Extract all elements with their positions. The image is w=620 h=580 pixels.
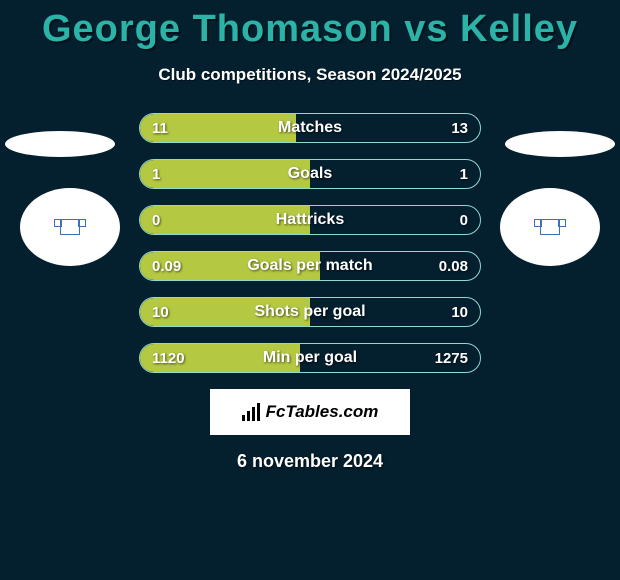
stat-left-value: 0.09	[152, 252, 181, 280]
kit-icon	[540, 219, 560, 235]
page-subtitle: Club competitions, Season 2024/2025	[0, 65, 620, 85]
stat-left-value: 10	[152, 298, 169, 326]
player-left-avatar	[20, 188, 120, 266]
player-right-avatar	[500, 188, 600, 266]
stat-right-value: 13	[451, 114, 468, 142]
footer-date: 6 november 2024	[0, 451, 620, 472]
page-title: George Thomason vs Kelley	[0, 0, 620, 51]
stat-row: 1 Goals 1	[139, 159, 481, 189]
bar-chart-icon	[242, 403, 260, 421]
stat-row: 0.09 Goals per match 0.08	[139, 251, 481, 281]
stat-row: 0 Hattricks 0	[139, 205, 481, 235]
stat-row: 10 Shots per goal 10	[139, 297, 481, 327]
kit-icon	[60, 219, 80, 235]
stat-fill	[140, 206, 310, 234]
stat-right-value: 1275	[435, 344, 468, 372]
stat-fill	[140, 160, 310, 188]
stat-row: 1120 Min per goal 1275	[139, 343, 481, 373]
player-left-ellipse	[5, 131, 115, 157]
stat-right-value: 1	[460, 160, 468, 188]
stat-right-value: 0	[460, 206, 468, 234]
stat-left-value: 11	[152, 114, 168, 142]
stat-bars: 11 Matches 13 1 Goals 1 0 Hattricks 0 0.…	[139, 113, 481, 373]
stat-left-value: 1	[152, 160, 160, 188]
brand-text: FcTables.com	[266, 402, 379, 422]
stat-left-value: 0	[152, 206, 160, 234]
stat-right-value: 10	[451, 298, 468, 326]
stat-left-value: 1120	[152, 344, 185, 372]
stat-row: 11 Matches 13	[139, 113, 481, 143]
player-right-ellipse	[505, 131, 615, 157]
brand-box: FcTables.com	[210, 389, 410, 435]
stat-right-value: 0.08	[439, 252, 468, 280]
comparison-panel: 11 Matches 13 1 Goals 1 0 Hattricks 0 0.…	[0, 113, 620, 472]
